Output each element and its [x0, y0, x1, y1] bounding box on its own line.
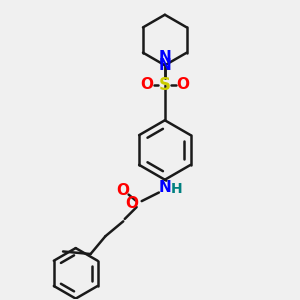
Text: O: O — [125, 196, 138, 211]
Text: N: N — [158, 50, 171, 65]
Text: O: O — [117, 183, 130, 198]
Text: N: N — [158, 58, 171, 73]
Text: S: S — [159, 76, 171, 94]
Text: N: N — [158, 180, 171, 195]
Text: H: H — [170, 182, 182, 196]
Text: O: O — [140, 77, 154, 92]
Text: O: O — [176, 77, 189, 92]
